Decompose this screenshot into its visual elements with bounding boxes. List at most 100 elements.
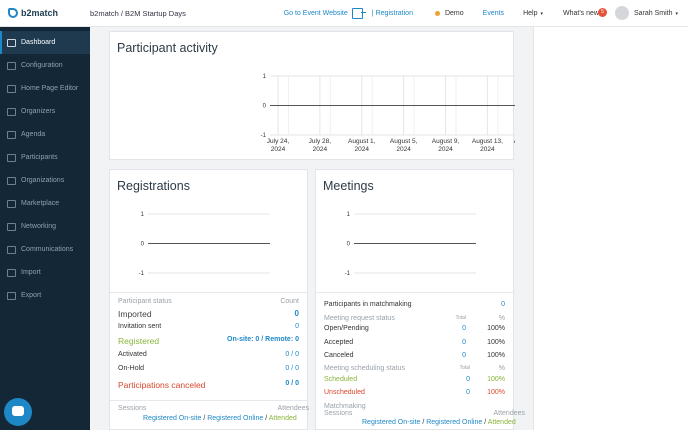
- demo-label[interactable]: Demo: [444, 9, 464, 17]
- attendees-label: Attendees: [493, 410, 525, 417]
- sessions-label: Sessions: [324, 410, 353, 417]
- whats-new-button[interactable]: What's new 5: [563, 7, 607, 17]
- sidebar-item-home-page-editor[interactable]: Home Page Editor: [0, 77, 90, 100]
- registered-onsite-link[interactable]: Registered On-site: [143, 415, 202, 422]
- canceled-meetings-pct: 100%: [487, 352, 505, 359]
- sidebar-item-configuration[interactable]: Configuration: [0, 54, 90, 77]
- go-to-event-link[interactable]: Go to Event Website: [283, 9, 348, 17]
- total-label: Total: [455, 315, 466, 321]
- matchmaking-label: Matchmaking: [324, 403, 366, 410]
- x-tick-label: August 5,: [390, 138, 418, 145]
- y-tick-label: 0: [141, 242, 145, 248]
- registered-value[interactable]: On-site: 0 / Remote: 0: [227, 336, 299, 343]
- separator: |: [371, 9, 374, 17]
- attendees-label: Attendees: [277, 405, 309, 412]
- accepted-row: Accepted 0 100%: [316, 339, 513, 351]
- activated-value[interactable]: 0 / 0: [285, 351, 299, 358]
- open-pending-total[interactable]: 0: [462, 325, 466, 332]
- sidebar-item-label: Organizations: [21, 177, 65, 184]
- right-pane: [533, 27, 688, 430]
- sessions-header-row: Sessions Attendees: [316, 410, 525, 422]
- registered-online-link[interactable]: Registered Online: [426, 419, 483, 426]
- sidebar-item-agenda[interactable]: Agenda: [0, 123, 90, 146]
- user-menu[interactable]: Sarah Smith ▾: [634, 10, 678, 17]
- accepted-total[interactable]: 0: [462, 339, 466, 346]
- registration-link[interactable]: Registration: [375, 9, 413, 17]
- x-tick-label: 2024: [271, 146, 286, 153]
- in-matchmaking-value[interactable]: 0: [501, 301, 505, 308]
- sidebar-item-export[interactable]: Export: [0, 284, 90, 307]
- events-link[interactable]: Events: [482, 9, 505, 17]
- sidebar-item-organizations[interactable]: Organizations: [0, 169, 90, 192]
- dashboard-icon: [7, 38, 16, 47]
- attended-link[interactable]: Attended: [268, 415, 297, 422]
- registered-online-link[interactable]: Registered Online: [207, 415, 264, 422]
- y-tick-label: 0: [263, 104, 267, 110]
- avatar[interactable]: [614, 6, 629, 20]
- help-menu[interactable]: Help ▾: [523, 10, 543, 17]
- imported-value[interactable]: 0: [294, 309, 299, 318]
- scheduled-pct: 100%: [487, 376, 505, 383]
- chat-icon: [12, 406, 24, 416]
- logo[interactable]: b2match: [0, 8, 90, 18]
- demo-status-dot: [434, 10, 440, 16]
- breadcrumb: b2match / B2M Startup Days: [90, 8, 186, 18]
- x-tick-label: July 28,: [309, 138, 332, 145]
- chat-button[interactable]: [4, 398, 32, 426]
- sidebar-item-communications[interactable]: Communications: [0, 238, 90, 261]
- y-tick-label: 1: [141, 212, 145, 218]
- registered-onsite-link[interactable]: Registered On-site: [362, 419, 421, 426]
- attended-link[interactable]: Attended: [487, 419, 516, 426]
- scheduled-total[interactable]: 0: [466, 376, 470, 383]
- onhold-label: On-Hold: [118, 365, 145, 372]
- request-status-label: Meeting request status: [324, 315, 395, 322]
- sidebar-item-marketplace[interactable]: Marketplace: [0, 192, 90, 215]
- sidebar-item-participants[interactable]: Participants: [0, 146, 90, 169]
- open-pending-row: Open/Pending 0 100%: [316, 325, 513, 337]
- logo-text: b2match: [21, 8, 59, 18]
- x-tick-label: 2024: [396, 146, 411, 153]
- canceled-meetings-total[interactable]: 0: [462, 352, 466, 359]
- sidebar-item-organizers[interactable]: Organizers: [0, 100, 90, 123]
- unscheduled-total[interactable]: 0: [466, 389, 470, 396]
- canceled-value[interactable]: 0 / 0: [285, 380, 299, 387]
- accepted-pct: 100%: [487, 339, 505, 346]
- pct-label: %: [498, 365, 505, 372]
- registrations-chart: 1 0 -1: [139, 212, 270, 277]
- networking-icon: [7, 222, 16, 231]
- slash: /: [265, 415, 268, 422]
- user-name: Sarah Smith: [633, 9, 673, 17]
- registrations-card: Registrations 1 0 -1 Participant status Co…: [109, 169, 309, 430]
- help-label: Help: [523, 9, 538, 17]
- external-link-icon[interactable]: [351, 7, 366, 19]
- y-tick-label: 1: [347, 212, 351, 218]
- invitation-value[interactable]: 0: [295, 323, 299, 330]
- sessions-footer-row: Registered On-site / Registered Online /…: [110, 415, 307, 427]
- y-tick-label: 0: [347, 242, 351, 248]
- notification-badge: 5: [597, 7, 607, 17]
- x-tick-label: 2024: [355, 146, 370, 153]
- sessions-label: Sessions: [118, 405, 147, 412]
- sessions-footer: Registered On-site / Registered Online /…: [362, 419, 516, 426]
- sidebar-item-import[interactable]: Import: [0, 261, 90, 284]
- x-tick-label: August 17,: [514, 138, 515, 145]
- card-title: Registrations: [117, 179, 190, 193]
- sidebar-item-dashboard[interactable]: Dashboard: [0, 31, 90, 54]
- status-header-row: Participant status Count: [110, 298, 307, 310]
- sidebar-item-label: Participants: [21, 154, 58, 161]
- onhold-value[interactable]: 0 / 0: [285, 365, 299, 372]
- sidebar-item-networking[interactable]: Networking: [0, 215, 90, 238]
- canceled-row: Participations canceled 0 / 0: [110, 380, 307, 392]
- in-matchmaking-row: Participants in matchmaking 0: [316, 301, 513, 313]
- sidebar-item-label: Import: [21, 269, 41, 276]
- canceled-meetings-row: Canceled 0 100%: [316, 352, 513, 364]
- sidebar-item-label: Organizers: [21, 108, 56, 115]
- request-header-row: Meeting request status Total %: [316, 315, 513, 327]
- gear-icon: [7, 61, 16, 70]
- sidebar: Dashboard Configuration Home Page Editor…: [0, 27, 90, 430]
- sidebar-item-label: Export: [21, 292, 42, 299]
- meetings-chart: 1 0 -1: [345, 212, 476, 277]
- x-tick-label: 2024: [438, 146, 453, 153]
- communications-icon: [7, 245, 16, 254]
